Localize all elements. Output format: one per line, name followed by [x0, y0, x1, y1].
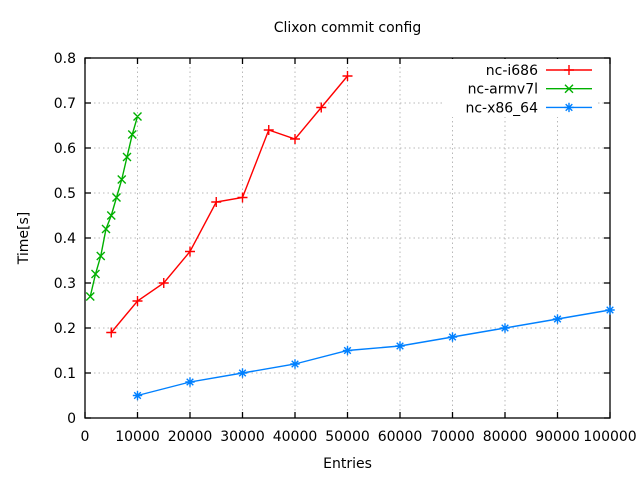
y-tick-label: 0.5	[54, 186, 76, 202]
x-tick-label: 80000	[483, 429, 528, 445]
legend-marker-nc-armv7l	[564, 84, 574, 94]
y-tick-label: 0.4	[54, 231, 76, 247]
x-tick-label: 90000	[535, 429, 580, 445]
x-tick-label: 20000	[168, 429, 213, 445]
x-tick-label: 60000	[378, 429, 423, 445]
x-tick-label: 0	[81, 429, 90, 445]
x-tick-label: 30000	[220, 429, 265, 445]
legend-label-nc-x86_64: nc-x86_64	[465, 100, 538, 116]
x-tick-label: 70000	[430, 429, 475, 445]
y-tick-label: 0.1	[54, 366, 76, 382]
x-tick-label: 50000	[325, 429, 370, 445]
y-tick-label: 0.2	[54, 321, 76, 337]
y-tick-label: 0	[67, 411, 76, 427]
x-tick-label: 100000	[583, 429, 636, 445]
series-markers-nc-x86_64	[132, 305, 615, 401]
series-markers-nc-i686	[106, 71, 353, 338]
x-tick-label: 10000	[115, 429, 160, 445]
y-tick-label: 0.7	[54, 96, 76, 112]
y-tick-label: 0.6	[54, 141, 76, 157]
legend-label-nc-i686: nc-i686	[486, 63, 538, 79]
legend-marker-nc-i686	[564, 65, 574, 75]
legend-label-nc-armv7l: nc-armv7l	[468, 82, 538, 98]
legend-marker-nc-x86_64	[564, 102, 574, 113]
series-markers-nc-armv7l	[85, 112, 142, 301]
y-tick-label: 0.3	[54, 276, 76, 292]
y-tick-label: 0.8	[54, 51, 76, 67]
series-line-nc-armv7l	[89, 116, 139, 297]
x-axis-label: Entries	[323, 456, 372, 472]
x-tick-label: 40000	[273, 429, 318, 445]
chart-title: Clixon commit config	[273, 20, 422, 36]
series-line-nc-x86_64	[137, 309, 611, 397]
series-line-nc-i686	[110, 75, 349, 333]
